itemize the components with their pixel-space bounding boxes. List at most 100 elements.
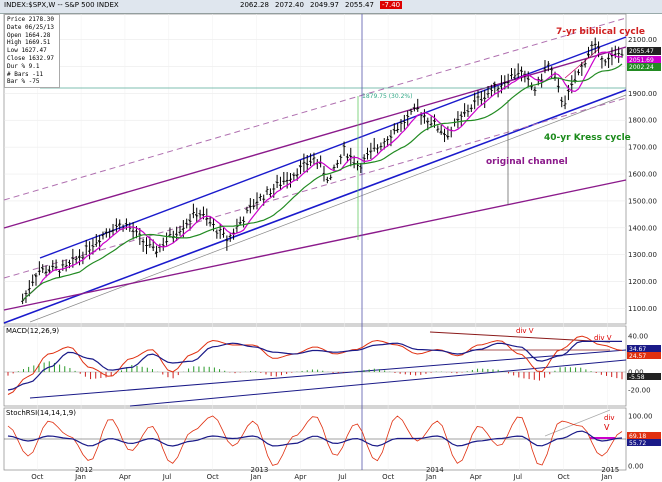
price-bar-open	[439, 130, 442, 134]
price-bar-open	[161, 244, 164, 246]
price-bar-open	[359, 165, 361, 168]
time-tick-label: Jul	[337, 473, 347, 481]
time-tick-label: Oct	[558, 473, 570, 481]
price-bar-open	[379, 146, 382, 148]
price-bar-open	[392, 128, 395, 131]
quote-high: 2072.40	[275, 1, 304, 9]
price-bar-open	[489, 88, 492, 90]
price-bar-open	[40, 266, 44, 270]
price-bar-open	[54, 266, 57, 269]
macd-title: MACD(12,26,9)	[6, 327, 59, 335]
price-bar-open	[188, 219, 191, 222]
price-bar-open	[476, 96, 479, 98]
price-bar-open	[456, 118, 459, 122]
price-bar-open	[97, 240, 100, 244]
price-bar-open	[348, 154, 352, 158]
price-bar-open	[479, 98, 482, 101]
price-bar-open	[506, 81, 509, 84]
price-bar-open	[486, 93, 489, 95]
price-bar-open	[34, 274, 37, 278]
price-bar-open	[432, 119, 435, 123]
price-bar-open	[218, 229, 221, 232]
tag-last: 2055.47	[629, 48, 654, 55]
price-bar-open	[81, 256, 84, 259]
time-tick-label: Jul	[513, 473, 523, 481]
price-bar-open	[131, 229, 134, 233]
price-bar-open	[472, 100, 475, 103]
purple-upper-line	[3, 46, 627, 229]
lower-blue-channel	[3, 89, 627, 324]
price-bar-open	[513, 76, 516, 78]
price-bar-open	[422, 114, 425, 118]
data-window-row: # Bars -11	[7, 70, 44, 78]
price-bar-open	[469, 107, 472, 110]
data-window-row: Bar % -75	[7, 78, 40, 86]
price-bar-open	[539, 79, 542, 82]
price-bar-open	[573, 78, 576, 81]
macd-tags: 34.67 24.57 -5.58	[627, 345, 661, 381]
time-tick-label: Jan	[74, 473, 86, 481]
price-bar-open	[560, 99, 562, 102]
price-bar-open	[569, 83, 573, 86]
price-bar-open	[248, 204, 251, 209]
price-bar-open	[466, 109, 469, 112]
price-bar-open	[20, 300, 23, 302]
macd-tag-c: -5.58	[629, 374, 645, 381]
price-bar-open	[415, 107, 419, 110]
price-bar-open	[275, 181, 278, 184]
time-tick-label: Apr	[294, 473, 306, 481]
div-label-2: div V	[594, 334, 612, 342]
price-bar-open	[499, 85, 502, 87]
fib-label: 1879.75 (30.2%)	[362, 93, 412, 100]
price-bar-open	[492, 82, 496, 86]
price-bar-open	[596, 45, 599, 48]
price-bar-open	[77, 255, 80, 259]
price-bar-open	[201, 213, 204, 217]
ma-long	[22, 63, 623, 302]
price-bar-open	[258, 196, 261, 199]
price-bar-open	[593, 43, 596, 46]
macd-panel	[3, 325, 627, 407]
price-tick-label: 1300.00	[628, 251, 657, 259]
price-bar-open	[543, 68, 546, 70]
macd-line	[7, 335, 623, 395]
price-bar-open	[590, 44, 593, 47]
quote-change: -7.40	[380, 1, 403, 9]
price-bar-open	[563, 104, 566, 107]
price-bar-open	[308, 160, 311, 163]
time-tick-label: Jan	[250, 473, 262, 481]
price-bar-open	[332, 166, 335, 169]
price-bar-open	[151, 246, 154, 249]
price-bar-open	[482, 96, 486, 99]
price-bar-open	[402, 120, 405, 123]
data-window-row: Dur % 9.1	[7, 62, 40, 70]
time-tick-label: Oct	[31, 473, 43, 481]
price-bar-open	[168, 234, 171, 236]
price-tick-label: 2100.00	[628, 36, 657, 44]
stoch-tick-label: 0.00	[628, 463, 644, 471]
price-bar-open	[292, 174, 295, 177]
time-tick-label: 2014	[426, 466, 444, 474]
price-tick-label: 1800.00	[628, 117, 657, 125]
tag-ma2: 2002.24	[629, 64, 654, 71]
price-bar-open	[385, 139, 388, 141]
macd-tag-a: 34.67	[629, 346, 646, 353]
price-bar-open	[285, 179, 288, 182]
time-tick-label: Oct	[207, 473, 219, 481]
time-tick-label: Apr	[119, 473, 131, 481]
macd-trend-b	[129, 359, 627, 407]
price-bar-open	[278, 184, 281, 186]
price-bar-open	[503, 82, 505, 84]
data-window: Price 2178.30 Date 06/25/13 Open 1664.28 Hi…	[4, 14, 60, 89]
price-bar-open	[533, 88, 536, 91]
price-bar-open	[352, 161, 355, 165]
data-window-row: Low 1627.47	[7, 47, 47, 55]
price-tick-label: 1900.00	[628, 90, 657, 98]
channel-lines	[3, 14, 627, 470]
price-bar-open	[101, 234, 104, 237]
price-bar-open	[459, 114, 462, 117]
original-channel-label: original channel	[486, 157, 568, 167]
